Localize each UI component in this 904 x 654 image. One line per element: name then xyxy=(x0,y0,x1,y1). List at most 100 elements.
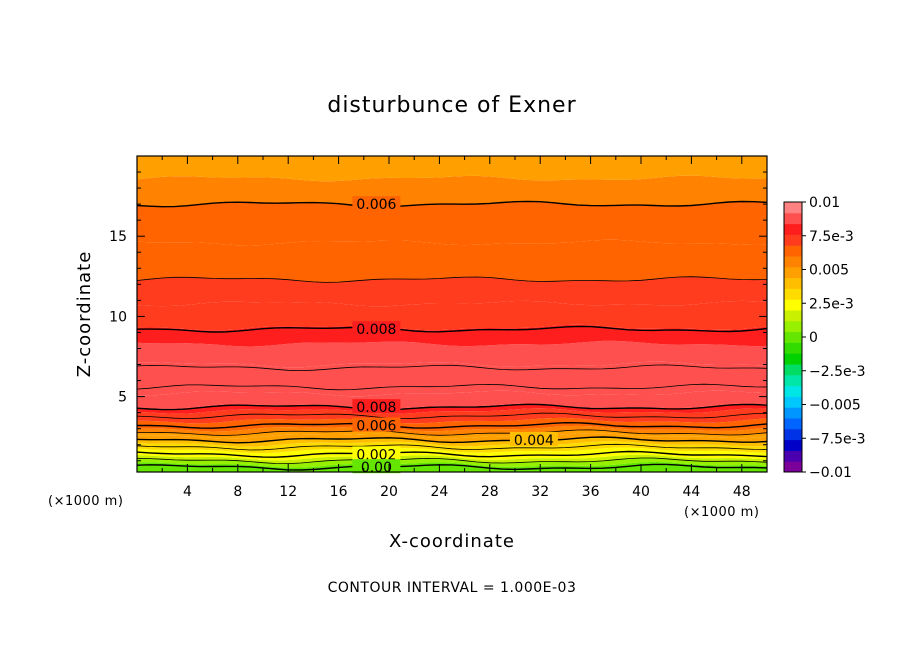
colorbar-tick-label: 0.005 xyxy=(809,263,849,279)
x-tick-label: 20 xyxy=(380,484,398,500)
x-tick-label: 16 xyxy=(330,484,348,500)
colorbar-swatch xyxy=(784,385,802,397)
contour-line xyxy=(136,436,768,444)
colorbar-swatch xyxy=(784,342,802,354)
field-band xyxy=(137,324,767,347)
colorbar-swatch xyxy=(784,234,802,246)
field-band xyxy=(137,201,767,246)
contour-line xyxy=(136,325,768,333)
field-band xyxy=(137,390,767,409)
contour-label: 0.006 xyxy=(356,418,396,434)
field-band xyxy=(137,408,767,419)
contour-line xyxy=(136,457,768,465)
colorbar-tick-label: 0 xyxy=(809,330,818,346)
colorbar-swatch xyxy=(784,266,802,279)
contour-line xyxy=(136,276,768,283)
contour-label-bg xyxy=(509,431,558,446)
contour-line xyxy=(136,364,768,372)
field-band xyxy=(137,300,767,331)
colorbar-swatch xyxy=(784,396,802,408)
colorbar-swatch xyxy=(784,461,802,473)
field-band xyxy=(137,451,767,461)
x-tick-label: 12 xyxy=(279,484,297,500)
contour-lines xyxy=(136,200,768,471)
contour-line xyxy=(136,450,768,458)
colorbar-swatch xyxy=(784,256,802,268)
y-tick-label: 5 xyxy=(118,390,127,406)
contour-label: 0.006 xyxy=(356,197,396,213)
x-tick-label: 36 xyxy=(582,484,600,500)
field-band xyxy=(137,340,767,368)
field-band xyxy=(137,429,767,439)
colorbar-swatch xyxy=(784,212,802,225)
x-unit-label-right: (×1000 m) xyxy=(684,505,759,520)
field-band xyxy=(137,425,767,436)
x-tick-label: 24 xyxy=(430,484,448,500)
colorbar-tick-label: 0.01 xyxy=(809,195,840,211)
x-tick-label: 40 xyxy=(632,484,650,500)
colorbar-swatch xyxy=(784,288,802,300)
colorbar-swatch xyxy=(784,299,802,311)
plot-area xyxy=(137,156,767,472)
colorbar-swatch xyxy=(784,202,802,214)
colorbar-swatch xyxy=(784,407,802,419)
colorbar-swatch xyxy=(784,439,802,451)
colorbar-swatch xyxy=(784,331,802,343)
colorbar xyxy=(783,201,803,473)
colorbar-swatch xyxy=(784,245,802,257)
chart-title: disturbunce of Exner xyxy=(327,93,576,118)
field-band xyxy=(137,413,767,424)
field-band xyxy=(137,441,767,450)
contour-line xyxy=(136,443,768,451)
y-tick-label: 15 xyxy=(109,229,127,245)
x-tick-label: 8 xyxy=(233,484,242,500)
contour-line xyxy=(136,200,768,208)
contour-line xyxy=(137,421,768,429)
field-band xyxy=(137,156,767,182)
contour-line xyxy=(136,463,768,471)
contour-label-bg xyxy=(352,446,401,461)
field-band xyxy=(137,417,767,429)
colorbar-swatch xyxy=(784,277,802,289)
x-axis-ticks: 4 8 12 16 20 24 28 32 36 40 44 48 xyxy=(161,156,751,500)
contour-line xyxy=(136,383,768,391)
x-tick-label: 32 xyxy=(531,484,549,500)
colorbar-tick-label: −0.01 xyxy=(809,465,852,481)
field-band xyxy=(137,433,767,443)
field-band xyxy=(137,447,767,458)
contour-interval-note: CONTOUR INTERVAL = 1.000E-03 xyxy=(328,580,577,596)
contour-label: 0.008 xyxy=(356,322,396,338)
x-tick-label: 28 xyxy=(481,484,499,500)
contour-label: 0.004 xyxy=(514,433,554,449)
contour-label: 0.008 xyxy=(356,400,396,416)
colorbar-tick-label: −0.005 xyxy=(809,398,861,414)
contour-line xyxy=(136,412,768,420)
field-band xyxy=(137,239,767,283)
contour-label-bg xyxy=(352,196,401,211)
contour-line xyxy=(137,429,768,436)
contour-label: 0.00 xyxy=(361,460,392,476)
colorbar-tick-label: −7.5e-3 xyxy=(809,431,866,447)
x-unit-label-left: (×1000 m) xyxy=(48,494,123,509)
field-band xyxy=(137,444,767,454)
y-axis-label: Z-coordinate xyxy=(74,251,95,378)
y-tick-label: 10 xyxy=(109,309,127,325)
colorbar-tick-label: −2.5e-3 xyxy=(809,364,866,380)
colorbar-tick-label: 2.5e-3 xyxy=(809,296,854,312)
contour-label-bg xyxy=(352,399,401,414)
colorbar-swatch xyxy=(784,450,802,462)
colorbar-swatch xyxy=(784,418,802,430)
x-axis-label: X-coordinate xyxy=(389,531,515,552)
colorbar-swatch xyxy=(784,364,802,376)
field-band xyxy=(137,175,767,207)
field-band xyxy=(137,276,767,307)
colorbar-swatch xyxy=(784,320,802,333)
contour-label-bg xyxy=(352,459,401,474)
colorbar-tick-labels: 0.01 7.5e-3 0.005 2.5e-3 0 −2.5e-3 −0.005 −7.5e… xyxy=(802,195,866,481)
x-tick-label: 4 xyxy=(183,484,192,500)
contour-line xyxy=(136,403,768,411)
colorbar-swatch xyxy=(784,353,802,365)
x-tick-label: 44 xyxy=(682,484,700,500)
